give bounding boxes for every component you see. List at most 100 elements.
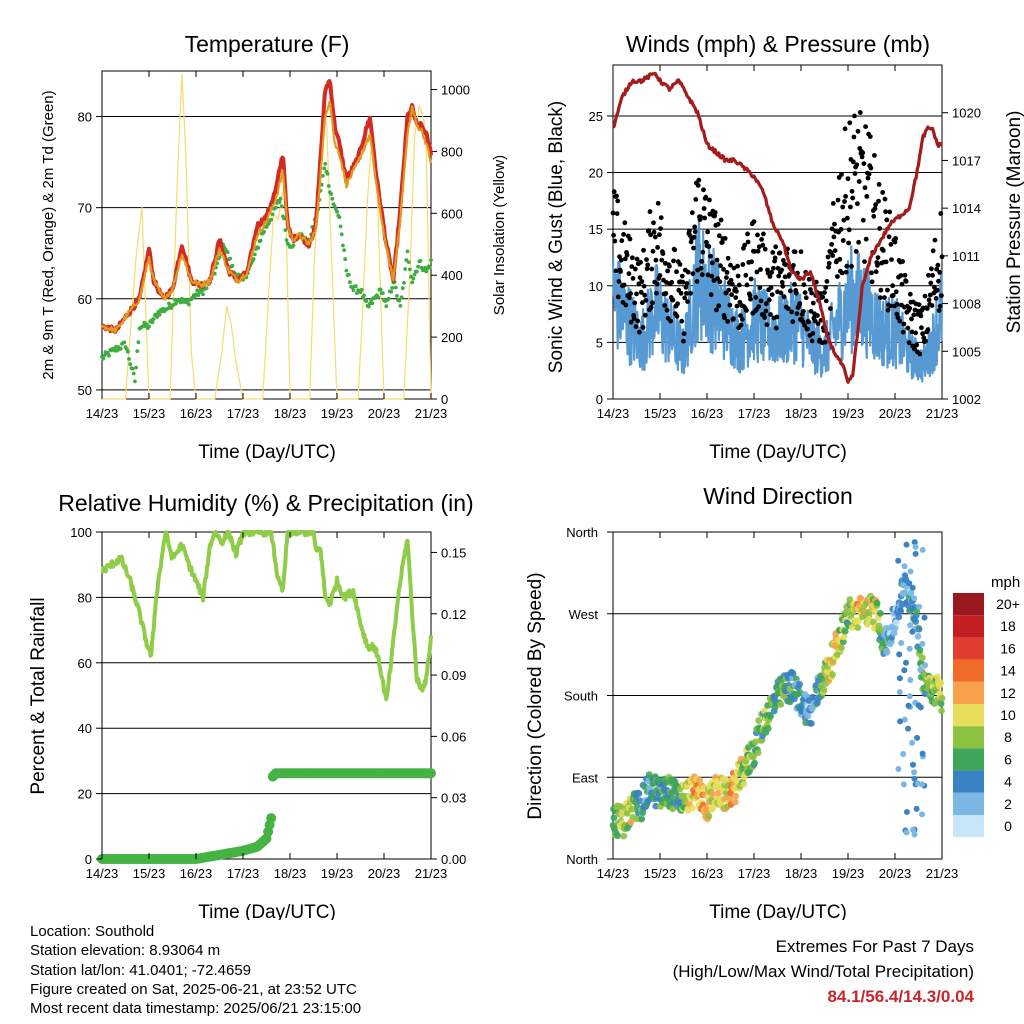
gust-point (785, 306, 791, 311)
direction-point (907, 568, 914, 575)
direction-point (907, 589, 915, 597)
gust-point (781, 258, 786, 263)
gust-point (696, 177, 702, 183)
dewpoint-point (201, 292, 205, 297)
gust-point (780, 283, 786, 289)
direction-point (841, 627, 849, 635)
gust-point (698, 265, 704, 271)
y2-tick-label: 1017 (952, 153, 981, 168)
dewpoint-point (346, 272, 351, 277)
colorbar-swatch (953, 593, 984, 616)
gust-point (855, 128, 861, 134)
direction-point (921, 614, 928, 621)
direction-point (897, 718, 904, 725)
gust-point (657, 273, 663, 278)
gust-point (717, 279, 723, 285)
gust-point (783, 262, 789, 267)
gust-point (637, 329, 642, 335)
gust-point (830, 253, 836, 258)
gust-point (789, 309, 794, 315)
direction-point (901, 563, 908, 570)
gust-point (650, 248, 656, 254)
gust-point (718, 263, 723, 269)
gust-point (855, 201, 860, 207)
direction-point (917, 666, 924, 673)
direction-point (911, 539, 918, 546)
gust-point (703, 194, 709, 200)
gust-point (701, 187, 706, 193)
precipitation-series (97, 768, 436, 864)
gust-point (643, 297, 649, 303)
gust-point (663, 291, 669, 296)
gust-point (679, 273, 685, 279)
gust-series (610, 110, 945, 357)
direction-point (804, 712, 812, 720)
gust-point (909, 316, 914, 322)
gust-point (773, 325, 779, 331)
gust-point (864, 194, 870, 199)
gust-point (756, 304, 762, 309)
gust-point (889, 257, 894, 262)
gust-point (810, 331, 816, 336)
temperature-plot-frame (101, 70, 432, 400)
gust-point (803, 295, 809, 301)
gust-point (655, 245, 660, 250)
x-tick-label: 15/23 (644, 406, 677, 421)
gust-point (688, 290, 693, 296)
colorbar-label: 6 (1004, 751, 1012, 767)
gust-point (909, 329, 915, 335)
x-tick-label: 20/23 (879, 866, 912, 881)
gust-point (630, 255, 635, 261)
gust-point (690, 271, 696, 277)
gust-point (868, 165, 874, 171)
direction-point (777, 701, 785, 708)
direction-point (915, 780, 921, 787)
gust-point (856, 179, 862, 184)
gust-point (671, 258, 676, 264)
gust-point (932, 237, 938, 243)
gust-point (843, 194, 848, 199)
gust-point (726, 287, 732, 293)
gust-point (729, 292, 735, 298)
gust-point (906, 340, 912, 346)
gust-point (890, 293, 896, 298)
gust-point (631, 316, 637, 321)
gust-point (629, 264, 635, 269)
dewpoint-point (337, 215, 342, 220)
direction-point (905, 702, 912, 709)
direction-point (907, 622, 914, 629)
gust-point (755, 248, 761, 254)
x-tick-label: 19/23 (832, 866, 865, 881)
dewpoint-point (397, 298, 402, 303)
gust-point (641, 283, 647, 289)
y2-tick-label: 1000 (441, 83, 470, 98)
gust-point (648, 232, 653, 238)
gust-point (852, 113, 857, 119)
dewpoint-point (228, 256, 233, 261)
dewpoint-point (398, 304, 403, 308)
x-tick-label: 14/23 (86, 866, 119, 881)
gust-point (619, 238, 625, 244)
gust-point (844, 263, 850, 269)
dewpoint-point (402, 280, 406, 285)
gust-point (768, 285, 774, 290)
y2-tick-label: 1020 (952, 106, 981, 121)
direction-point (905, 725, 912, 732)
gust-point (685, 299, 690, 304)
2m-temperature-line (101, 100, 433, 334)
gust-point (615, 198, 621, 204)
dewpoint-point (364, 299, 369, 304)
gust-point (810, 300, 816, 306)
winds-title: Winds (mph) & Pressure (mb) (626, 31, 930, 57)
gust-point (902, 272, 908, 278)
gust-point (893, 289, 899, 295)
dewpoint-point (416, 264, 420, 269)
gust-point (757, 285, 763, 291)
direction-point (914, 633, 922, 640)
gust-point (616, 279, 622, 284)
gust-point (937, 270, 943, 275)
gust-point (630, 276, 636, 281)
direction-point (900, 582, 907, 589)
gust-point (674, 313, 680, 319)
gust-point (654, 290, 659, 296)
